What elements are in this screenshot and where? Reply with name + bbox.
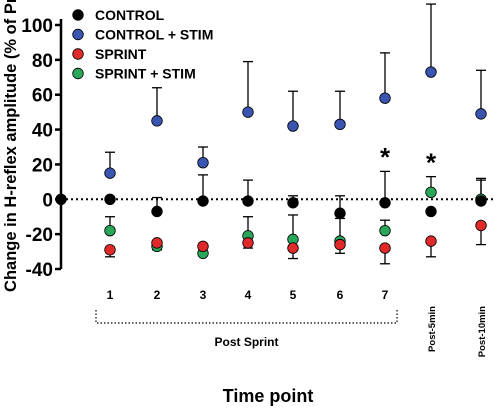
data-point xyxy=(104,193,116,205)
legend-label: CONTROL xyxy=(95,7,165,23)
x-tick-label: 4 xyxy=(245,288,252,302)
legend-marker xyxy=(72,67,84,80)
data-point xyxy=(197,195,209,207)
data-point xyxy=(425,235,437,247)
x-tick-label: 1 xyxy=(107,288,114,302)
legend-marker xyxy=(72,48,84,60)
y-ticks: -40 -20 0 20 40 60 80 100 xyxy=(21,16,61,281)
data-point xyxy=(425,186,437,199)
data-point xyxy=(379,242,391,254)
data-point xyxy=(242,106,254,118)
y-tick-label: 20 xyxy=(32,155,53,176)
y-tick-label: 100 xyxy=(21,16,53,37)
legend-label: SPRINT xyxy=(95,46,147,62)
data-point xyxy=(334,238,346,251)
legend-marker xyxy=(72,28,84,41)
data-point xyxy=(104,224,116,237)
data-markers xyxy=(55,66,487,260)
data-point xyxy=(334,207,346,219)
data-point xyxy=(104,244,116,256)
significance-asterisk: * xyxy=(380,142,391,172)
data-point xyxy=(475,195,487,207)
x-tick-label: 7 xyxy=(382,288,389,302)
data-point xyxy=(104,167,116,179)
x-tick-label: 6 xyxy=(337,288,344,302)
legend-label: SPRINT + STIM xyxy=(95,66,196,82)
x-tick-label: 3 xyxy=(200,288,207,302)
y-tick-label: 60 xyxy=(32,86,53,107)
error-bars xyxy=(105,3,486,265)
data-point xyxy=(242,237,254,249)
data-point xyxy=(379,224,391,237)
data-point xyxy=(197,240,209,253)
data-point xyxy=(425,66,437,78)
x-tick-label: Post-10min xyxy=(477,306,488,357)
x-axis-title: Time point xyxy=(223,386,314,406)
x-tick-label: 2 xyxy=(154,288,161,302)
data-point xyxy=(151,205,163,218)
y-tick-label: -20 xyxy=(26,225,53,246)
legend: CONTROL CONTROL + STIM SPRINT SPRINT + STIM xyxy=(72,7,213,82)
data-point xyxy=(197,156,209,169)
y-tick-label: 80 xyxy=(32,51,53,72)
x-tick-label: Post-5min xyxy=(427,306,438,352)
y-tick-label: 40 xyxy=(32,121,53,142)
y-tick-label: -40 xyxy=(26,260,53,281)
y-axis-group: -40 -20 0 20 40 60 80 100 xyxy=(21,16,63,281)
data-point xyxy=(287,242,299,254)
data-point xyxy=(55,193,67,205)
data-point xyxy=(475,219,487,232)
significance-asterisk: * xyxy=(426,147,437,177)
y-tick-label: 0 xyxy=(42,190,53,211)
x-tick-labels: 1 2 3 4 5 6 7 Post-5min Post-10min xyxy=(107,288,488,357)
data-point xyxy=(334,118,346,131)
data-point xyxy=(287,197,299,209)
data-point xyxy=(151,115,163,127)
data-point xyxy=(475,108,487,120)
legend-marker xyxy=(72,9,84,21)
significance-annotations: * * xyxy=(380,142,437,177)
data-point xyxy=(379,92,391,104)
data-point xyxy=(287,120,299,132)
post-sprint-label: Post Sprint xyxy=(214,335,278,349)
post-sprint-bracket xyxy=(95,310,398,324)
x-tick-label: 5 xyxy=(290,288,297,302)
bracket-line xyxy=(95,310,398,324)
data-point xyxy=(242,195,254,207)
legend-label: CONTROL + STIM xyxy=(95,27,213,43)
data-point xyxy=(425,205,437,218)
y-axis-title: Change in H-reflex amplitude (% of Pre) xyxy=(2,0,20,292)
data-point xyxy=(151,237,163,249)
data-point xyxy=(379,197,391,209)
